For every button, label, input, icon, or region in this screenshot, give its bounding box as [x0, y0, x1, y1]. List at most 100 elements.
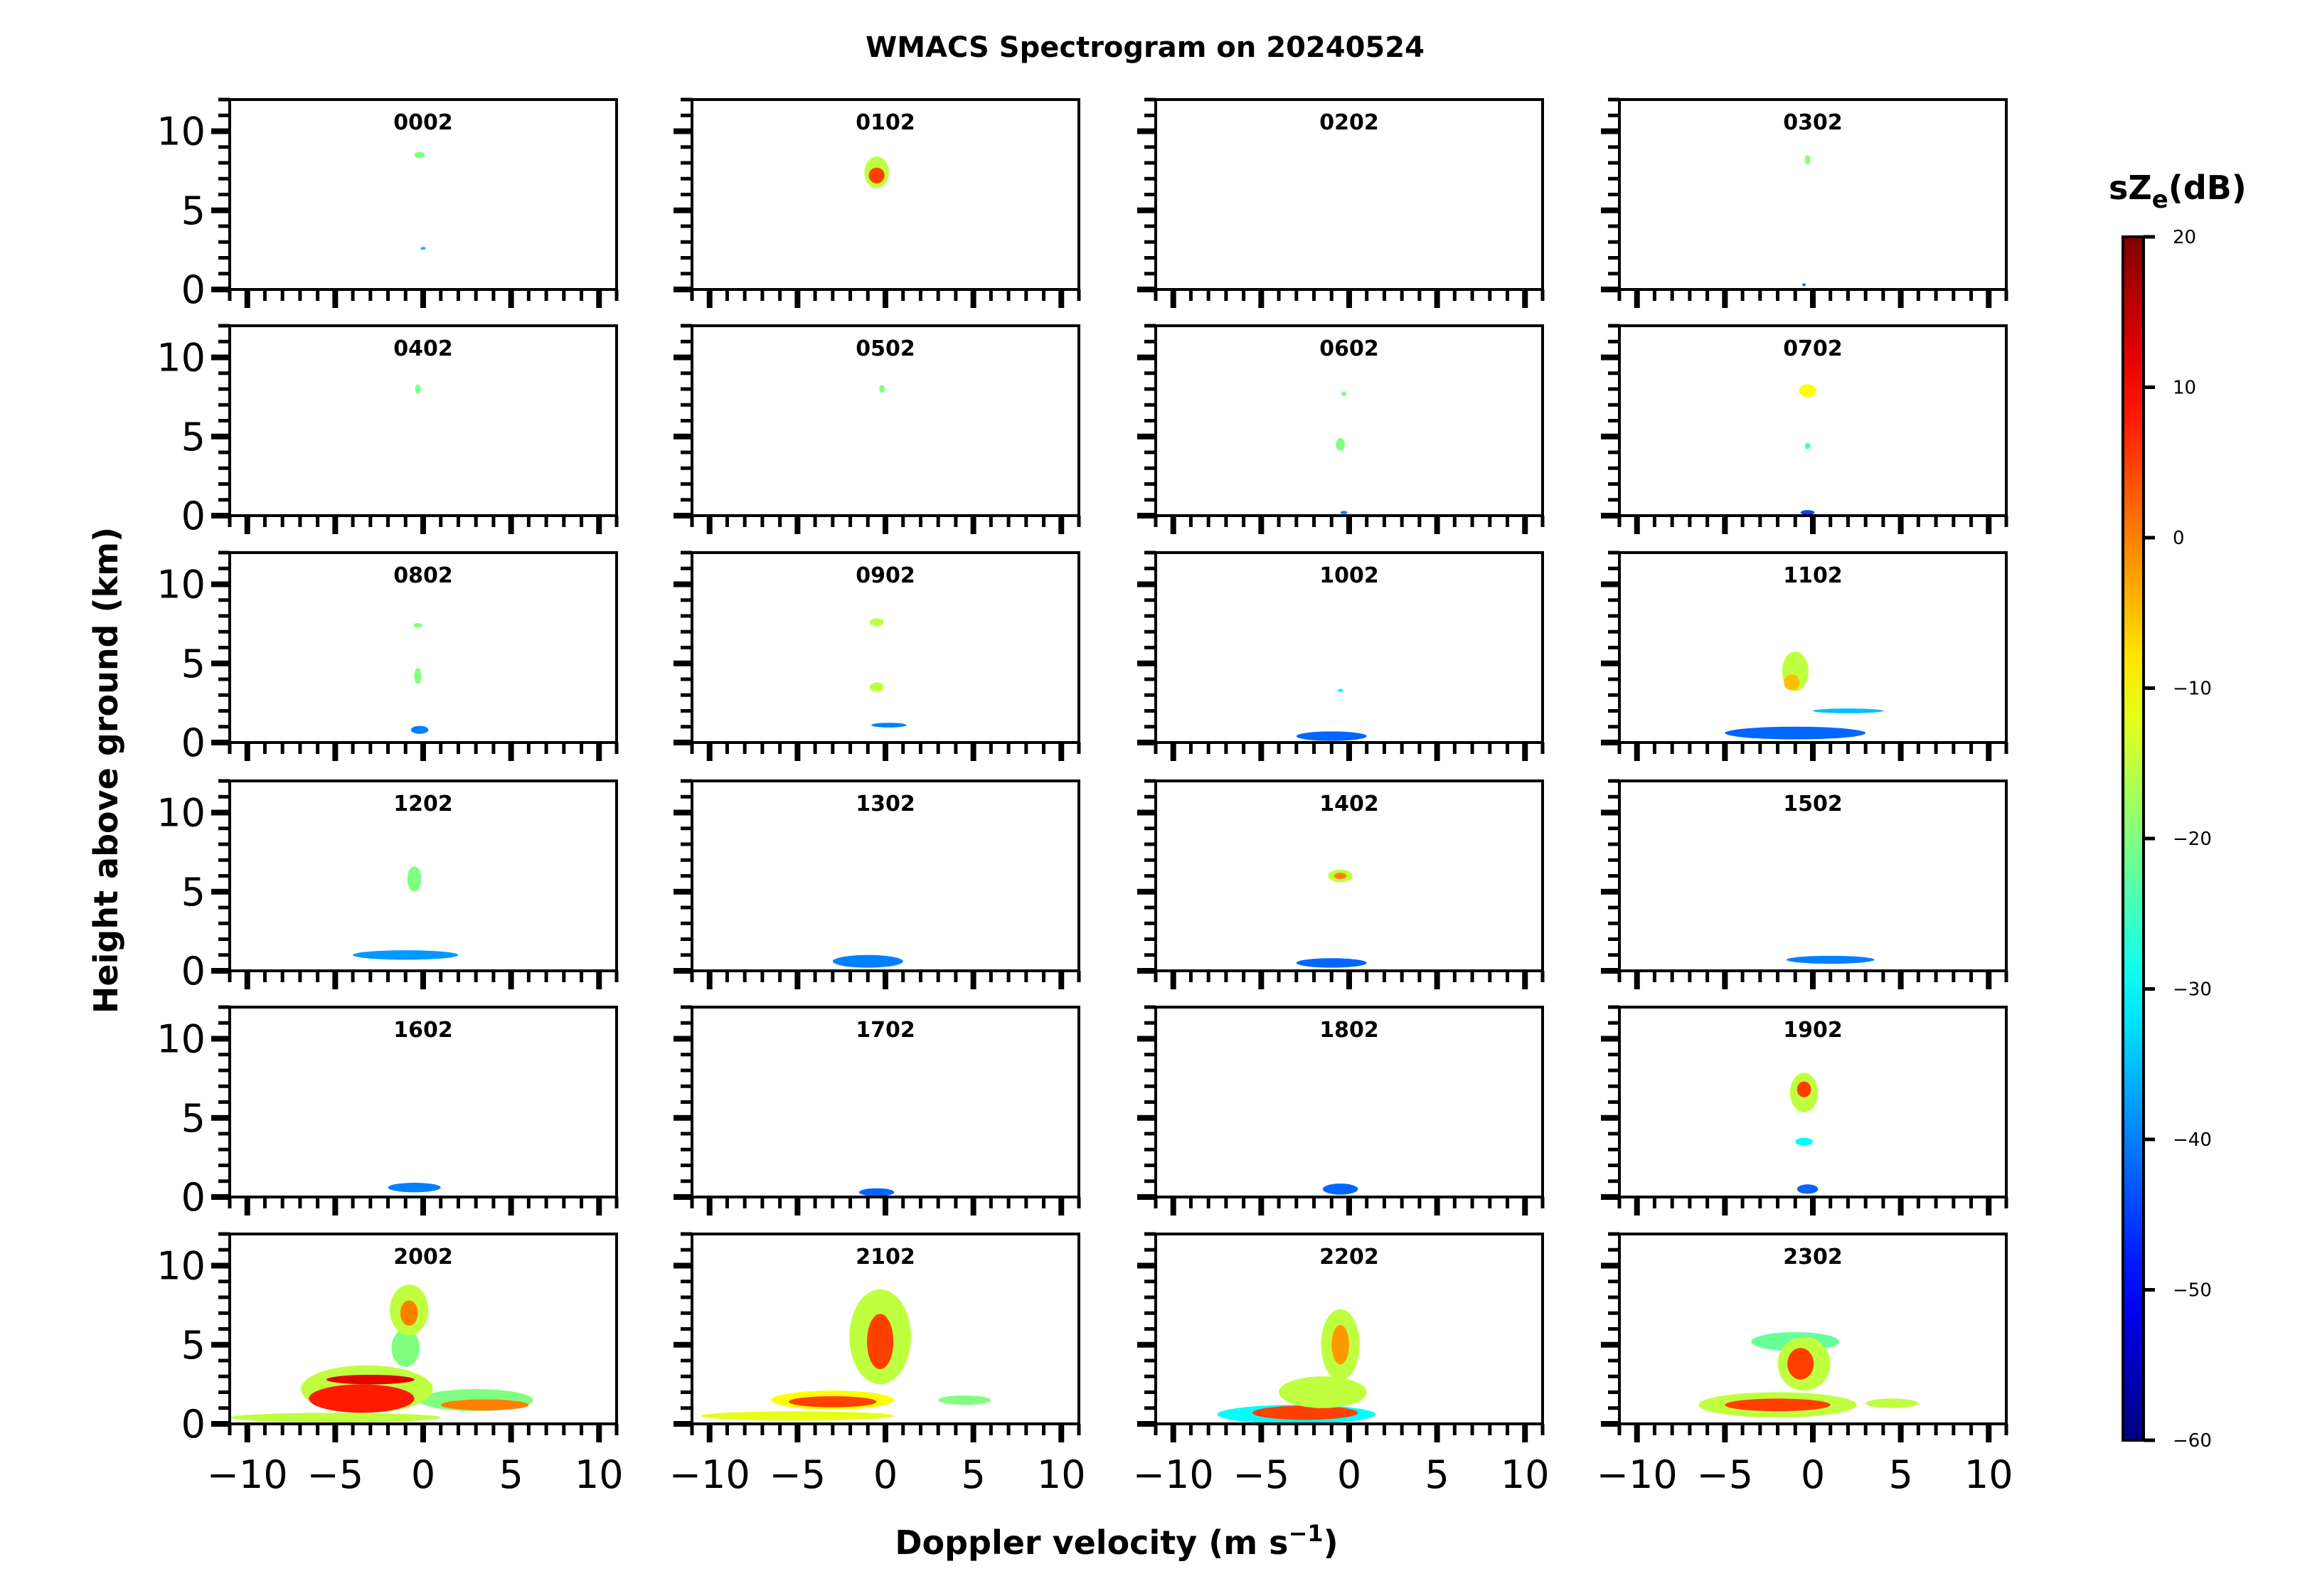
spectrogram-panel: 1502 — [1601, 779, 2008, 989]
reflectivity-feature — [1296, 958, 1367, 968]
reflectivity-feature — [1337, 688, 1343, 692]
panel-data — [230, 1284, 533, 1422]
spectrogram-panel: 1202 0 5 10 — [156, 779, 619, 994]
reflectivity-feature — [1340, 511, 1348, 514]
panel-data — [1336, 391, 1348, 514]
panel-title: 0702 — [1783, 336, 1843, 361]
spectrogram-panel: 2202 −10 −5 0 5 10 — [1133, 1232, 1550, 1497]
spectrogram-panel: 1402 — [1137, 779, 1545, 989]
panel-data — [1217, 1309, 1376, 1424]
panel-title: 0502 — [856, 336, 915, 361]
chart-title: WMACS Spectrogram on 20240524 — [866, 31, 1425, 64]
panel-data — [415, 384, 421, 394]
colorbar-tick-label: −10 — [2173, 679, 2212, 700]
reflectivity-feature — [391, 1329, 420, 1367]
reflectivity-feature — [1786, 955, 1875, 964]
y-tick-label: 10 — [156, 1017, 206, 1062]
x-tick-label: −10 — [1597, 1452, 1678, 1497]
x-tick-label: −5 — [307, 1452, 364, 1497]
panel-data — [1789, 1073, 1819, 1194]
reflectivity-feature — [326, 1375, 415, 1385]
reflectivity-feature — [1341, 391, 1347, 397]
reflectivity-feature — [407, 866, 422, 892]
x-tick-label: 0 — [411, 1452, 435, 1497]
reflectivity-feature — [1252, 1405, 1358, 1420]
reflectivity-feature — [832, 954, 903, 968]
reflectivity-feature — [415, 384, 421, 394]
reflectivity-feature — [1725, 726, 1866, 740]
panel-data — [864, 156, 889, 188]
reflectivity-feature — [1799, 384, 1816, 398]
spectrogram-panel: 0002 0 5 10 — [156, 97, 619, 312]
colorbar-tick-label: −50 — [2173, 1280, 2212, 1302]
colorbar-label-text: sZ — [2109, 169, 2152, 207]
x-tick-label: 5 — [961, 1452, 985, 1497]
colorbar-tick-label: 0 — [2173, 528, 2185, 549]
x-tick-label: 0 — [873, 1452, 898, 1497]
reflectivity-feature — [440, 1399, 529, 1411]
panel-data — [1802, 154, 1811, 287]
colorbar-tick-label: 10 — [2173, 378, 2196, 399]
reflectivity-feature — [1725, 1398, 1831, 1412]
panel-title: 0302 — [1783, 110, 1843, 135]
panel-data — [388, 1182, 441, 1193]
panel-title: 1602 — [393, 1018, 453, 1043]
x-tick-label: 10 — [1964, 1452, 2013, 1497]
y-tick-label: 5 — [181, 188, 206, 233]
spectrogram-panel: 0802 0 5 10 — [156, 550, 619, 765]
y-tick-label: 5 — [181, 415, 206, 459]
reflectivity-feature — [1865, 1398, 1919, 1408]
panel-data — [1322, 1183, 1358, 1195]
reflectivity-feature — [353, 950, 459, 960]
reflectivity-feature — [388, 1182, 441, 1193]
panel-title: 1702 — [856, 1018, 915, 1043]
panel-data — [869, 618, 907, 728]
panel-data — [410, 623, 429, 734]
spectrogram-panel: 1702 — [674, 1005, 1081, 1215]
colorbar-tick-label: 20 — [2173, 227, 2196, 248]
colorbar-tick-label: −40 — [2173, 1129, 2212, 1151]
reflectivity-feature — [1800, 510, 1815, 515]
panel-title: 2002 — [393, 1245, 453, 1270]
reflectivity-feature — [1334, 873, 1347, 879]
x-tick-label: −10 — [207, 1452, 288, 1497]
reflectivity-feature — [1336, 437, 1345, 451]
spectrogram-panel: 0502 — [674, 324, 1081, 534]
panel-data — [414, 151, 426, 250]
reflectivity-feature — [1296, 731, 1367, 741]
colorbar-tick-label: −30 — [2173, 979, 2212, 1001]
y-tick-label: 10 — [156, 1244, 206, 1289]
x-axis-label-text: Doppler velocity (m s — [895, 1523, 1288, 1562]
x-tick-label: 10 — [575, 1452, 624, 1497]
y-axis-label: Height above ground (km) — [87, 527, 125, 1014]
spectrogram-panel: 0302 — [1601, 97, 2008, 308]
reflectivity-feature — [414, 151, 425, 159]
panel-title: 0802 — [393, 563, 453, 588]
spectrogram-panel: 1302 — [674, 779, 1081, 989]
spectrogram-panel: 0702 — [1601, 324, 2008, 534]
panel-data — [1786, 955, 1875, 964]
panel-title: 2302 — [1783, 1245, 1843, 1270]
panel-data — [1725, 651, 1883, 740]
reflectivity-feature — [938, 1395, 991, 1405]
x-tick-label: 10 — [1501, 1452, 1550, 1497]
panel-title: 1302 — [856, 792, 915, 816]
y-tick-label: 0 — [181, 494, 206, 538]
panel-data — [879, 385, 885, 393]
colorbar-label: sZe(dB) — [2109, 169, 2247, 214]
y-tick-label: 10 — [156, 791, 206, 836]
x-tick-label: 0 — [1337, 1452, 1361, 1497]
reflectivity-feature — [410, 725, 429, 734]
panel-title: 0902 — [856, 563, 915, 588]
panel-title: 1502 — [1783, 792, 1843, 816]
panel-title: 1902 — [1783, 1018, 1843, 1043]
colorbar-tick-label: −60 — [2173, 1430, 2212, 1452]
reflectivity-feature — [1813, 708, 1883, 713]
colorbar: 20 10 0 −10 −20 −30 −40 −50 −60 — [2122, 227, 2212, 1452]
y-tick-label: 10 — [156, 110, 206, 154]
x-tick-label: 5 — [1425, 1452, 1449, 1497]
reflectivity-feature — [1795, 1137, 1814, 1146]
panel-data — [832, 954, 903, 968]
x-tick-label: −10 — [1133, 1452, 1214, 1497]
x-tick-label: 5 — [1888, 1452, 1912, 1497]
